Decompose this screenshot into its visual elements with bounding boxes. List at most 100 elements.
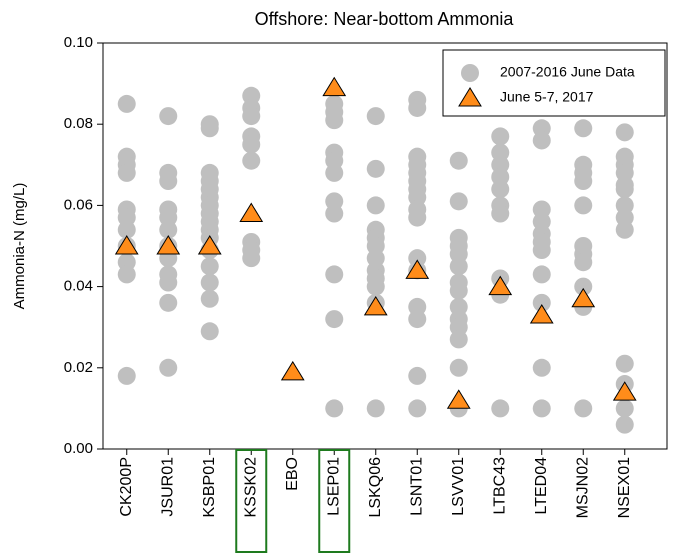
circle-marker bbox=[325, 399, 344, 418]
chart-title: Offshore: Near-bottom Ammonia bbox=[255, 9, 515, 29]
circle-marker bbox=[615, 220, 634, 239]
x-tick-label: MSJN02 bbox=[574, 457, 591, 518]
legend-marker bbox=[461, 64, 479, 82]
circle-marker bbox=[117, 265, 136, 284]
x-tick-label: LSEP01 bbox=[325, 457, 342, 516]
circle-marker bbox=[366, 159, 385, 178]
y-tick-label: 0.00 bbox=[64, 440, 93, 457]
circle-marker bbox=[408, 98, 427, 117]
circle-marker bbox=[117, 94, 136, 113]
triangle-marker bbox=[197, 235, 222, 255]
circle-marker bbox=[325, 111, 344, 130]
circle-marker bbox=[491, 180, 510, 199]
circle-marker bbox=[366, 196, 385, 215]
plot-frame bbox=[102, 42, 668, 450]
circle-marker bbox=[615, 180, 634, 199]
triangle-marker bbox=[363, 295, 388, 316]
circle-marker bbox=[325, 163, 344, 182]
circle-marker bbox=[325, 265, 344, 284]
circle-marker bbox=[200, 119, 219, 138]
x-tick-label: EBO bbox=[284, 457, 301, 491]
triangle-marker bbox=[488, 275, 513, 296]
triangle-marker bbox=[114, 235, 139, 255]
triangle-marker bbox=[612, 381, 637, 401]
triangle-marker bbox=[280, 360, 305, 381]
circle-marker bbox=[117, 366, 136, 385]
circle-marker bbox=[574, 399, 593, 418]
triangle-marker bbox=[529, 304, 554, 324]
circle-marker bbox=[325, 204, 344, 223]
circle-marker bbox=[615, 415, 634, 434]
circle-marker bbox=[242, 135, 261, 154]
triangle-marker bbox=[405, 259, 430, 279]
circle-marker bbox=[491, 399, 510, 418]
legend-label: June 5-7, 2017 bbox=[500, 89, 594, 105]
circle-marker bbox=[117, 220, 136, 239]
circle-marker bbox=[408, 399, 427, 418]
circle-marker bbox=[574, 253, 593, 272]
legend-label: 2007-2016 June Data bbox=[500, 64, 635, 80]
circle-marker bbox=[159, 220, 178, 239]
circle-marker bbox=[574, 172, 593, 191]
triangle-marker bbox=[446, 389, 471, 409]
x-tick-label: KSSK02 bbox=[242, 457, 259, 518]
circle-marker bbox=[532, 241, 551, 260]
y-tick-label: 0.10 bbox=[64, 34, 93, 51]
circle-marker bbox=[408, 366, 427, 385]
x-tick-label: LTED04 bbox=[533, 457, 550, 515]
circle-marker bbox=[615, 399, 634, 418]
circle-marker bbox=[449, 192, 468, 211]
circle-marker bbox=[532, 358, 551, 377]
x-tick-label: KSBP01 bbox=[201, 457, 218, 518]
highlight-box bbox=[318, 449, 351, 553]
circle-marker bbox=[200, 289, 219, 308]
y-tick-label: 0.02 bbox=[64, 359, 93, 376]
x-tick-label: LSKQ06 bbox=[367, 457, 384, 518]
x-tick-label: NSEX01 bbox=[616, 457, 633, 518]
y-tick-label: 0.08 bbox=[64, 115, 93, 132]
circle-marker bbox=[615, 354, 634, 373]
circle-marker bbox=[117, 163, 136, 182]
circle-marker bbox=[242, 151, 261, 170]
circle-marker bbox=[449, 281, 468, 300]
circle-marker bbox=[200, 257, 219, 276]
legend-marker bbox=[458, 87, 482, 107]
circle-marker bbox=[532, 265, 551, 284]
circle-marker bbox=[491, 204, 510, 223]
triangle-marker bbox=[322, 76, 347, 97]
circle-marker bbox=[200, 273, 219, 292]
circle-marker bbox=[532, 131, 551, 150]
circle-marker bbox=[532, 293, 551, 312]
circle-marker bbox=[449, 257, 468, 276]
x-tick-label: LSVV01 bbox=[450, 457, 467, 516]
circle-marker bbox=[366, 107, 385, 126]
circle-marker bbox=[159, 293, 178, 312]
circle-marker bbox=[615, 123, 634, 142]
circle-marker bbox=[532, 399, 551, 418]
circle-marker bbox=[408, 208, 427, 227]
circle-marker bbox=[366, 399, 385, 418]
circle-marker bbox=[200, 322, 219, 341]
circle-marker bbox=[491, 127, 510, 146]
y-tick-label: 0.04 bbox=[64, 278, 93, 295]
circle-marker bbox=[242, 249, 261, 268]
circle-marker bbox=[449, 358, 468, 377]
x-tick-label: CK200P bbox=[118, 457, 135, 517]
circle-marker bbox=[449, 330, 468, 349]
triangle-marker bbox=[156, 235, 181, 255]
y-tick-label: 0.06 bbox=[64, 196, 93, 213]
circle-marker bbox=[574, 119, 593, 138]
x-tick-label: JSUR01 bbox=[159, 457, 176, 517]
triangle-marker bbox=[571, 287, 596, 308]
x-tick-label: LSNT01 bbox=[408, 457, 425, 516]
circle-marker bbox=[242, 107, 261, 126]
circle-marker bbox=[366, 277, 385, 296]
circle-marker bbox=[574, 196, 593, 215]
circle-marker bbox=[408, 310, 427, 329]
circle-marker bbox=[159, 358, 178, 377]
circle-marker bbox=[449, 151, 468, 170]
y-axis-label: Ammonia-N (mg/L) bbox=[11, 183, 28, 310]
circle-marker bbox=[325, 310, 344, 329]
